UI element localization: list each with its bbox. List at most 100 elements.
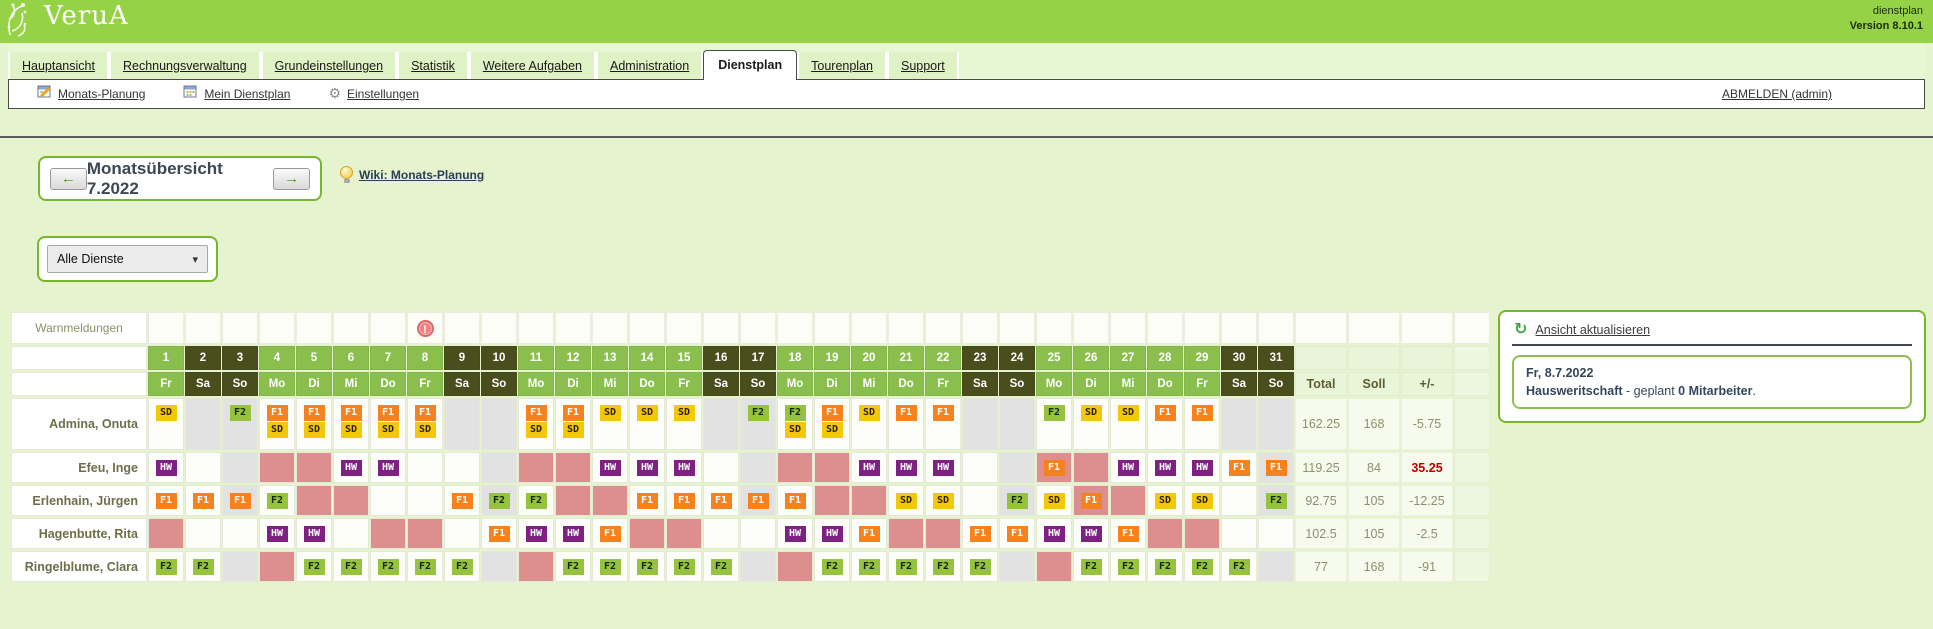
weekday-header[interactable]: Mi [333,372,369,396]
shift-badge-f1[interactable]: F1 [192,492,214,509]
tab-support[interactable]: Support [886,52,959,79]
roster-cell[interactable]: F1 [999,518,1035,549]
roster-cell[interactable] [1221,398,1257,450]
roster-cell[interactable]: SD [666,398,702,450]
roster-cell[interactable] [185,452,221,483]
shift-badge-f2[interactable]: F2 [451,558,473,575]
shift-badge-f1[interactable]: F1 [488,525,510,542]
roster-cell[interactable] [222,452,258,483]
roster-cell[interactable] [1221,485,1257,516]
roster-cell[interactable] [444,398,480,450]
shift-badge-f1[interactable]: F1 [303,405,325,421]
shift-badge-sd[interactable]: SD [784,422,806,438]
day-number-header[interactable]: 28 [1147,346,1183,370]
roster-cell[interactable]: F2 [962,551,998,582]
weekday-header[interactable]: So [999,372,1035,396]
wiki-link[interactable]: Wiki: Monats-Planung [359,167,485,182]
roster-cell[interactable] [703,518,739,549]
roster-cell[interactable]: F1 [666,485,702,516]
day-number-header[interactable]: 31 [1258,346,1294,370]
shift-badge-f1[interactable]: F1 [525,405,547,421]
roster-cell[interactable]: F2 [518,485,554,516]
roster-cell[interactable] [296,452,332,483]
roster-cell[interactable]: F1 [703,485,739,516]
roster-cell[interactable] [333,518,369,549]
roster-cell[interactable] [629,518,665,549]
roster-cell[interactable] [1258,518,1294,549]
toolbar-item-mein-dienstplan[interactable]: Mein Dienstplan [183,84,290,104]
shift-badge-f2[interactable]: F2 [414,558,436,575]
roster-cell[interactable]: HW [1110,452,1146,483]
roster-cell[interactable] [666,518,702,549]
roster-cell[interactable]: F2 [1036,398,1072,450]
shift-badge-f2[interactable]: F2 [562,558,584,575]
shift-badge-sd[interactable]: SD [377,422,399,438]
shift-badge-f2[interactable]: F2 [673,558,695,575]
shift-badge-sd[interactable]: SD [636,405,658,421]
roster-cell[interactable] [259,452,295,483]
roster-cell[interactable] [407,518,443,549]
shift-badge-hw[interactable]: HW [599,459,621,476]
shift-badge-f1[interactable]: F1 [784,492,806,509]
roster-cell[interactable] [481,452,517,483]
weekday-header[interactable]: Fr [407,372,443,396]
tab-hauptansicht[interactable]: Hauptansicht [8,52,109,79]
roster-cell[interactable] [333,485,369,516]
roster-cell[interactable]: HW [1184,452,1220,483]
roster-cell[interactable] [925,518,961,549]
shift-badge-f2[interactable]: F2 [747,405,769,421]
roster-cell[interactable] [1184,518,1220,549]
shift-badge-f1[interactable]: F1 [636,492,658,509]
shift-badge-f2[interactable]: F2 [1191,558,1213,575]
roster-cell[interactable]: HW [814,518,850,549]
shift-badge-f2[interactable]: F2 [858,558,880,575]
roster-cell[interactable]: HW [296,518,332,549]
roster-cell[interactable]: F2 [1258,485,1294,516]
shift-badge-hw[interactable]: HW [377,459,399,476]
roster-cell[interactable]: F2 [407,551,443,582]
day-number-header[interactable]: 1 [148,346,184,370]
shift-badge-f1[interactable]: F1 [229,492,251,509]
shift-badge-sd[interactable]: SD [821,422,843,438]
roster-cell[interactable]: F2 [481,485,517,516]
shift-badge-sd[interactable]: SD [673,405,695,421]
shift-badge-sd[interactable]: SD [340,422,362,438]
weekday-header[interactable]: Di [814,372,850,396]
employee-name[interactable]: Ringelblume, Clara [11,551,147,582]
shift-badge-f2[interactable]: F2 [266,492,288,509]
roster-cell[interactable]: SD [925,485,961,516]
roster-cell[interactable]: F1 SD [407,398,443,450]
weekday-header[interactable]: Mi [592,372,628,396]
roster-cell[interactable]: HW [333,452,369,483]
roster-cell[interactable]: F2 [888,551,924,582]
day-number-header[interactable]: 4 [259,346,295,370]
roster-cell[interactable]: F1 [962,518,998,549]
day-number-header[interactable]: 20 [851,346,887,370]
roster-cell[interactable]: F2 [999,485,1035,516]
roster-cell[interactable]: F1 SD [296,398,332,450]
roster-cell[interactable] [962,398,998,450]
toolbar-item-monats-planung[interactable]: Monats-Planung [37,84,145,104]
day-number-header[interactable]: 15 [666,346,702,370]
shift-badge-f2[interactable]: F2 [229,405,251,421]
day-number-header[interactable]: 14 [629,346,665,370]
roster-cell[interactable]: F2 [592,551,628,582]
weekday-header[interactable]: Sa [962,372,998,396]
roster-cell[interactable] [777,452,813,483]
shift-badge-f2[interactable]: F2 [155,558,177,575]
day-number-header[interactable]: 19 [814,346,850,370]
roster-cell[interactable] [555,452,591,483]
tab-weitere-aufgaben[interactable]: Weitere Aufgaben [468,52,597,79]
shift-badge-f1[interactable]: F1 [599,525,621,542]
roster-cell[interactable]: F1 [222,485,258,516]
roster-cell[interactable] [1036,551,1072,582]
roster-cell[interactable] [1073,452,1109,483]
roster-cell[interactable]: SD [1147,485,1183,516]
tab-tourenplan[interactable]: Tourenplan [797,52,887,79]
employee-name[interactable]: Admina, Onuta [11,398,147,450]
shift-badge-hw[interactable]: HW [1117,459,1139,476]
shift-badge-sd[interactable]: SD [895,492,917,509]
roster-cell[interactable] [222,518,258,549]
shift-badge-sd[interactable]: SD [932,492,954,509]
roster-cell[interactable]: F2 [333,551,369,582]
